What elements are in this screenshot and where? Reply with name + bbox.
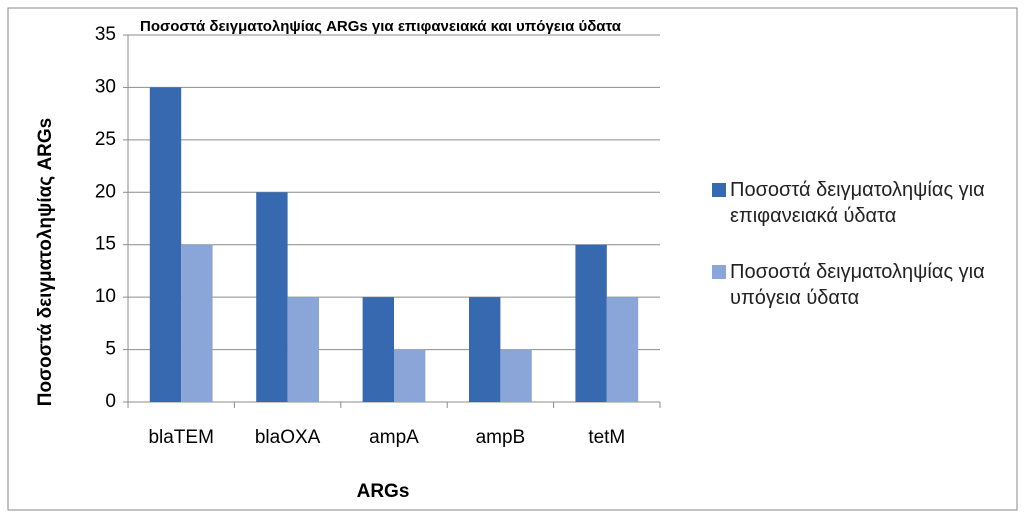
bar [256, 192, 288, 402]
bar [287, 297, 319, 402]
y-tick-label: 35 [95, 24, 116, 45]
y-tick-label: 30 [95, 76, 116, 97]
legend-label: Ποσοστά δειγματοληψίας για υπόγεια ύδατα [730, 261, 985, 309]
legend-item: Ποσοστά δειγματοληψίας για επιφανειακά ύ… [712, 177, 1020, 229]
y-tick-label: 0 [105, 391, 116, 412]
chart-title: Ποσοστά δειγματοληψίας ARGs για επιφανει… [140, 18, 622, 35]
x-tick-label: tetM [588, 427, 625, 448]
legend-swatch [712, 265, 726, 279]
bar [469, 297, 501, 402]
y-tick-label: 20 [95, 181, 116, 202]
bar [394, 349, 426, 402]
bar [575, 244, 607, 402]
x-tick-label: ampB [476, 427, 526, 448]
x-tick-label: blaTEM [148, 427, 213, 448]
x-tick-label: blaOXA [255, 427, 321, 448]
y-tick-label: 5 [105, 339, 116, 360]
bar [149, 87, 182, 402]
y-tick-label: 25 [95, 129, 116, 150]
legend-swatch [712, 183, 726, 197]
x-axis-label: ARGs [357, 481, 410, 502]
y-axis-label: Ποσοστά δειγματοληψίας ARGs [35, 118, 56, 406]
y-tick-label: 15 [95, 234, 116, 255]
bar [500, 349, 532, 402]
bar [181, 244, 213, 402]
legend-label: Ποσοστά δειγματοληψίας για επιφανειακά ύ… [730, 179, 985, 227]
legend-item: Ποσοστά δειγματοληψίας για υπόγεια ύδατα [712, 259, 1020, 311]
bar [362, 297, 394, 402]
x-tick-label: ampA [369, 427, 419, 448]
bar [606, 297, 639, 402]
y-tick-label: 10 [95, 286, 116, 307]
